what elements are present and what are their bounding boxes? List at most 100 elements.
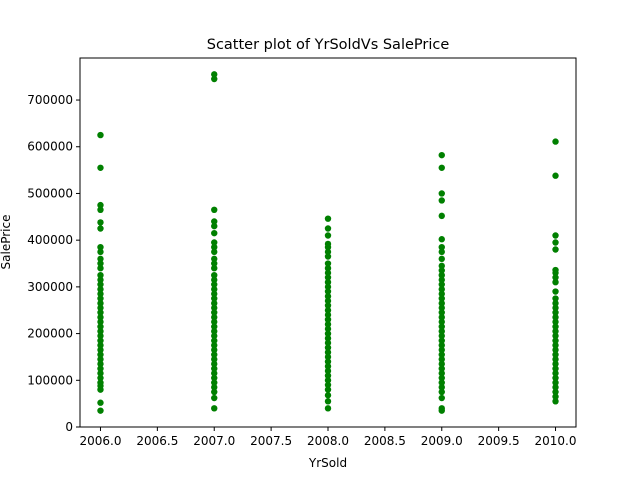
- data-point: [552, 300, 559, 307]
- data-point: [97, 225, 104, 232]
- y-tick-label: 700000: [27, 93, 73, 107]
- data-point: [438, 356, 445, 363]
- data-point: [324, 349, 332, 356]
- data-point: [97, 332, 104, 340]
- data-point: [438, 337, 445, 344]
- data-point: [211, 318, 218, 326]
- data-point: [552, 279, 559, 286]
- data-point: [438, 281, 445, 288]
- data-point: [97, 286, 104, 293]
- data-point: [97, 342, 104, 349]
- data-point: [324, 311, 332, 319]
- data-point: [211, 405, 218, 412]
- data-point: [438, 248, 445, 256]
- data-point: [552, 356, 559, 363]
- data-point: [211, 356, 218, 363]
- data-point: [438, 151, 445, 159]
- data-point: [552, 360, 559, 368]
- data-point: [438, 360, 445, 368]
- data-point: [552, 337, 559, 344]
- data-point: [97, 346, 104, 354]
- data-point: [324, 215, 332, 222]
- x-tick-label: 2009.5: [478, 434, 520, 448]
- data-point: [552, 393, 559, 400]
- data-point: [97, 374, 104, 382]
- data-point: [324, 335, 332, 342]
- data-point: [438, 304, 445, 312]
- data-point: [552, 246, 559, 253]
- y-tick-label: 0: [65, 420, 73, 434]
- data-point: [211, 272, 218, 279]
- data-point: [97, 243, 104, 251]
- x-tick-label: 2006.0: [79, 434, 121, 448]
- data-point: [97, 248, 104, 256]
- x-tick-label: 2008.0: [307, 434, 349, 448]
- data-point: [97, 201, 104, 209]
- data-point: [211, 379, 218, 386]
- data-point: [438, 212, 445, 220]
- data-point: [552, 346, 559, 354]
- data-point: [324, 330, 332, 337]
- data-point: [324, 353, 332, 361]
- data-point: [324, 377, 332, 384]
- data-point: [211, 370, 218, 377]
- data-point: [211, 388, 218, 396]
- data-point: [97, 164, 104, 171]
- y-tick-label: 600000: [27, 140, 73, 154]
- data-point: [97, 309, 104, 316]
- y-tick-label: 100000: [27, 373, 73, 387]
- x-tick-label: 2007.5: [250, 434, 292, 448]
- data-point: [324, 344, 332, 351]
- data-point: [324, 260, 332, 267]
- data-point: [211, 260, 218, 267]
- data-point: [438, 379, 445, 386]
- data-point: [211, 229, 218, 237]
- data-point: [97, 281, 104, 288]
- data-point: [552, 274, 559, 281]
- data-point: [211, 304, 218, 312]
- data-point: [211, 255, 218, 263]
- data-point: [97, 386, 104, 393]
- data-point: [324, 253, 332, 260]
- data-point: [438, 342, 445, 349]
- data-point: [552, 388, 559, 396]
- data-point: [211, 374, 218, 382]
- data-point: [97, 365, 104, 372]
- x-tick-label: 2006.5: [136, 434, 178, 448]
- data-point: [211, 337, 218, 344]
- data-point: [97, 260, 104, 267]
- data-point: [438, 197, 445, 204]
- data-point: [552, 295, 559, 302]
- data-point: [438, 190, 445, 197]
- data-point: [97, 206, 104, 213]
- data-point: [211, 222, 218, 230]
- data-point: [324, 279, 332, 286]
- data-point: [552, 328, 559, 335]
- data-point: [552, 172, 559, 179]
- y-axis-ticks: 0 100000 200000 300000 400000 500000 600000 700…: [27, 93, 80, 434]
- data-point: [438, 365, 445, 372]
- data-point: [438, 407, 445, 414]
- data-point: [324, 225, 332, 232]
- data-point: [97, 337, 104, 344]
- chart-title: Scatter plot of YrSoldVs SalePrice: [207, 37, 450, 53]
- data-point: [438, 164, 445, 171]
- data-point: [97, 295, 104, 302]
- data-point: [552, 232, 559, 239]
- data-point: [211, 323, 218, 330]
- y-tick-label: 400000: [27, 233, 73, 247]
- data-point: [211, 75, 218, 83]
- data-point: [211, 384, 218, 391]
- data-point: [211, 218, 218, 225]
- data-point: [438, 370, 445, 377]
- data-point: [324, 307, 332, 314]
- data-point: [552, 288, 559, 295]
- x-tick-label: 2007.0: [193, 434, 235, 448]
- data-point: [97, 264, 104, 272]
- data-point: [324, 248, 332, 256]
- data-point: [211, 243, 218, 251]
- data-point: [97, 370, 104, 377]
- data-point: [438, 374, 445, 382]
- data-point: [211, 264, 218, 272]
- data-point: [97, 304, 104, 312]
